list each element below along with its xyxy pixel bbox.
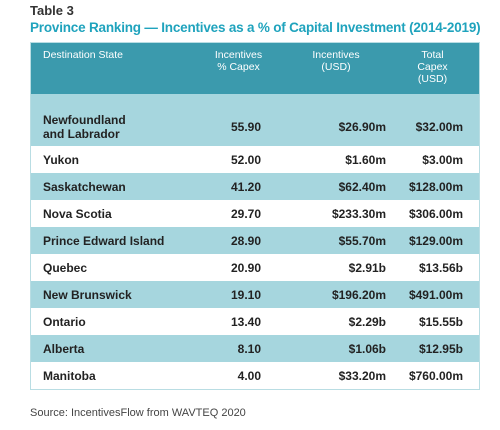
table-cell: $2.91b [348, 260, 386, 275]
table-cell: 28.90 [230, 233, 261, 248]
column-header: Destination State [43, 49, 123, 61]
table: Destination State Incentives % Capex Incen… [30, 42, 480, 390]
table-row: Quebec 20.90 $2.91b $13.56b [31, 254, 479, 281]
table-cell: 8.10 [237, 341, 261, 356]
table-row: New Brunswick 19.10 $196.20m $491.00m [31, 281, 479, 308]
table-cell: $32.00m [415, 120, 463, 134]
table-cell: Quebec [43, 260, 88, 275]
table-cell: $306.00m [408, 206, 463, 221]
table-row: Ontario 13.40 $2.29b $15.55b [31, 308, 479, 335]
table-cell: $1.06b [348, 341, 386, 356]
table-row: Manitoba 4.00 $33.20m $760.00m [31, 362, 479, 389]
table-row: Nova Scotia 29.70 $233.30m $306.00m [31, 200, 479, 227]
table-cell: $491.00m [408, 287, 463, 302]
table-cell: Nova Scotia [43, 206, 112, 221]
table-cell: New Brunswick [43, 287, 132, 302]
table-row: Prince Edward Island 28.90 $55.70m $129.00m [31, 227, 479, 254]
source-note: Source: IncentivesFlow from WAVTEQ 2020 [30, 407, 246, 419]
table-cell: $15.55b [418, 314, 463, 329]
table-cell: $33.20m [338, 368, 386, 383]
table-title: Province Ranking — Incentives as a % of … [30, 20, 481, 35]
table-cell: 41.20 [230, 179, 261, 194]
table-cell: 20.90 [230, 260, 261, 275]
table-cell: $1.60m [345, 152, 386, 167]
table-cell: $2.29b [348, 314, 386, 329]
table-cell: $196.20m [331, 287, 386, 302]
table-cell: $3.00m [422, 152, 463, 167]
table-cell: $55.70m [338, 233, 386, 248]
table-row: Newfoundland and Labrador 55.90 $26.90m $32… [31, 108, 479, 146]
table-cell: Prince Edward Island [43, 233, 165, 248]
table-row: Yukon 52.00 $1.60m $3.00m [31, 146, 479, 173]
table-label: Table 3 [30, 3, 74, 18]
table-cell: $13.56b [418, 260, 463, 275]
table-cell: $12.95b [418, 341, 463, 356]
table-cell: 55.90 [230, 120, 261, 134]
table-cell: Saskatchewan [43, 179, 126, 194]
table-cell: $129.00m [408, 233, 463, 248]
table-cell: $26.90m [338, 120, 386, 134]
table-cell: $128.00m [408, 179, 463, 194]
table-row: Alberta 8.10 $1.06b $12.95b [31, 335, 479, 362]
table-cell: $233.30m [331, 206, 386, 221]
header-row: Destination State Incentives % Capex Incen… [31, 43, 479, 94]
column-header: Total Capex (USD) [417, 49, 448, 85]
table-cell: Yukon [43, 152, 80, 167]
spacer-row [31, 94, 479, 108]
table-cell: 29.70 [230, 206, 261, 221]
table-cell: 13.40 [230, 314, 261, 329]
table-cell: $760.00m [408, 368, 463, 383]
column-header: Incentives (USD) [312, 49, 360, 73]
table-row: Saskatchewan 41.20 $62.40m $128.00m [31, 173, 479, 200]
column-header: Incentives % Capex [214, 49, 263, 73]
table-cell: 4.00 [237, 368, 261, 383]
table-cell: Ontario [43, 314, 86, 329]
table-cell: Alberta [43, 341, 85, 356]
table-cell: 52.00 [230, 152, 261, 167]
table-cell: Newfoundland and Labrador [43, 113, 126, 141]
table-cell: 19.10 [230, 287, 261, 302]
table-cell: $62.40m [338, 179, 386, 194]
table-cell: Manitoba [43, 368, 96, 383]
